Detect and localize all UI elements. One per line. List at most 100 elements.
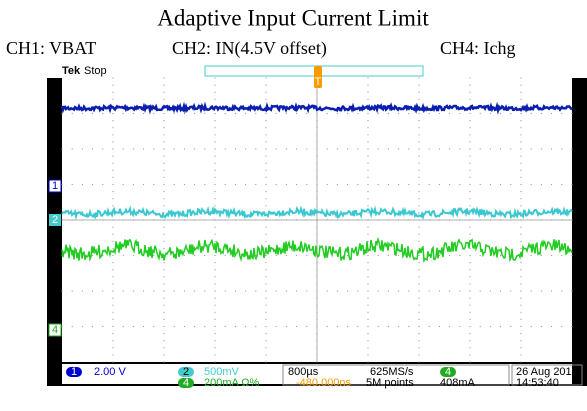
grid-dot [520, 340, 522, 342]
grid-dot [285, 254, 287, 257]
grid-dot [469, 127, 471, 129]
grid-dot [153, 325, 155, 328]
grid-dot [438, 290, 440, 292]
grid-dot [112, 141, 114, 143]
grid-dot [112, 262, 114, 264]
grid-dot [163, 262, 165, 264]
grid-dot [347, 148, 349, 150]
grid-dot [377, 148, 379, 150]
grid-dot [214, 169, 216, 171]
grid-dot [459, 112, 461, 115]
grid-dot [469, 304, 471, 306]
grid-dot [102, 112, 104, 115]
brand: Tek [62, 65, 81, 77]
grid-dot [367, 340, 369, 342]
grid-dot [265, 155, 267, 157]
grid-dot [398, 148, 400, 150]
channel-label: CH1: VBAT [6, 38, 96, 58]
grid-dot [418, 205, 420, 207]
grid-dot [377, 254, 379, 257]
grid-dot [398, 112, 400, 115]
grid-dot [418, 290, 420, 292]
grid-dot [163, 91, 165, 93]
grid-dot [438, 325, 440, 328]
grid-dot [265, 226, 267, 228]
grid-dot [285, 325, 287, 328]
grid-dot [245, 290, 247, 292]
grid-dot [418, 212, 420, 214]
grid-dot [469, 183, 471, 186]
grid-dot [530, 112, 532, 115]
grid-dot [500, 254, 502, 257]
grid-dot [112, 155, 114, 157]
grid-dot [520, 105, 522, 107]
grid-dot [275, 183, 277, 186]
grid-dot [398, 290, 400, 292]
grid-dot [265, 262, 267, 264]
grid-dot [469, 226, 471, 228]
grid-dot [418, 134, 420, 136]
grid-dot [265, 162, 267, 164]
grid-dot [336, 148, 338, 150]
grid-dot [163, 176, 165, 178]
grid-dot [102, 148, 104, 150]
ch-num: 2 [183, 366, 189, 378]
grid-dot [469, 176, 471, 178]
grid-dot [214, 84, 216, 86]
grid-dot [265, 233, 267, 235]
grid-dot [214, 77, 216, 79]
grid-dot [418, 141, 420, 143]
grid-dot [336, 183, 338, 186]
grid-dot [214, 304, 216, 306]
grid-dot [265, 311, 267, 313]
grid-dot [102, 183, 104, 186]
grid-dot [367, 84, 369, 86]
grid-dot [428, 290, 430, 292]
grid-dot [357, 183, 359, 186]
grid-dot [194, 290, 196, 292]
grid-dot [163, 354, 165, 356]
grid-dot [459, 325, 461, 328]
grid-dot [265, 183, 267, 186]
grid-dot [479, 148, 481, 150]
grid-dot [418, 269, 420, 271]
grid-dot [418, 112, 420, 115]
grid-dot [163, 297, 165, 299]
ch-marker [49, 214, 61, 226]
grid-dot [326, 325, 328, 328]
date: 26 Aug 2013 [516, 366, 578, 378]
grid-dot [438, 148, 440, 150]
grid-dot [296, 290, 298, 292]
grid-dot [112, 247, 114, 249]
trigger-marker [314, 66, 322, 88]
grid-dot [132, 290, 134, 292]
ch-badge [178, 367, 194, 377]
grid-dot [265, 290, 267, 292]
grid-dot [92, 290, 94, 292]
grid-dot [285, 148, 287, 150]
grid-dot [112, 304, 114, 306]
grid-dot [367, 162, 369, 164]
grid-dot [183, 148, 185, 150]
grid-dot [183, 183, 185, 186]
trigger-text: T [315, 76, 322, 88]
grid-dot [275, 290, 277, 292]
record-length: 5M points [366, 377, 414, 389]
grid-dot [183, 290, 185, 292]
grid-dot [214, 283, 216, 285]
grid-dot [112, 347, 114, 349]
grid-dot [112, 77, 114, 79]
ch-badge [66, 367, 82, 377]
grid-dot [469, 155, 471, 157]
grid-dot [296, 148, 298, 150]
grid-dot [571, 112, 573, 115]
grid-dot [418, 84, 420, 86]
title: Adaptive Input Current Limit [157, 5, 429, 30]
grid-dot [183, 254, 185, 257]
grid-dot [173, 148, 175, 150]
grid-dot [112, 318, 114, 320]
grid-dot [551, 183, 553, 186]
grid-dot [81, 148, 83, 150]
grid-dot [163, 269, 165, 271]
grid-dot [306, 148, 308, 150]
